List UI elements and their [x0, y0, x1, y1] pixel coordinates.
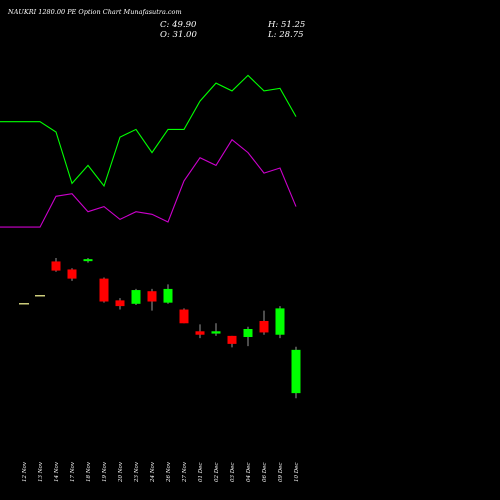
- x-tick-label: 14 Nov: [54, 461, 60, 482]
- x-tick-label: 18 Nov: [86, 461, 92, 482]
- chart-title: NAUKRI 1280.00 PE Option Chart Munafasut…: [8, 8, 182, 16]
- x-tick-label: 01 Dec: [198, 463, 204, 483]
- x-tick-label: 26 Nov: [166, 461, 172, 483]
- candle-body: [211, 331, 221, 334]
- x-tick-label: 24 Nov: [150, 461, 156, 483]
- candles: [19, 258, 301, 399]
- candle-7: [115, 298, 125, 310]
- candle-body: [147, 291, 157, 302]
- x-tick-label: 23 Nov: [134, 461, 140, 483]
- candle-body: [163, 288, 173, 303]
- overlay-lines: [0, 74, 297, 228]
- candle-body: [291, 349, 301, 394]
- candle-16: [259, 310, 269, 335]
- x-tick-label: 17 Nov: [70, 461, 76, 482]
- candle-9: [147, 288, 157, 311]
- candle-3: [51, 258, 61, 272]
- candle-body: [131, 290, 141, 304]
- candle-body: [259, 320, 269, 333]
- x-tick-label: 10 Dec: [294, 463, 300, 483]
- x-tick-label: 06 Dec: [262, 463, 268, 483]
- candle-body: [179, 309, 189, 324]
- low-value: L: 28.75: [268, 30, 304, 40]
- candle-body: [227, 335, 237, 344]
- x-tick-label: 02 Dec: [214, 463, 220, 483]
- candle-6: [99, 277, 109, 303]
- x-axis-ticks: 12 Nov 13 Nov 14 Nov 17 Nov 18 Nov 19 Nov 20 N…: [22, 461, 300, 483]
- candle-body: [51, 261, 61, 271]
- candle-body: [67, 269, 77, 279]
- x-tick-label: 27 Nov: [182, 461, 188, 483]
- candle-10: [163, 284, 173, 304]
- open-value: O: 31.00: [160, 30, 197, 40]
- overlay-line-purple: [0, 138, 297, 228]
- close-value: C: 49.90: [160, 20, 197, 30]
- x-tick-label: 09 Dec: [278, 463, 284, 483]
- candle-body: [243, 329, 253, 338]
- x-tick-label: 19 Nov: [102, 461, 108, 482]
- overlay-line-green: [0, 74, 297, 188]
- candle-body: [275, 308, 285, 335]
- high-value: H: 51.25: [268, 20, 306, 30]
- candle-13: [211, 323, 221, 336]
- candle-17: [275, 306, 285, 339]
- candle-body: [99, 278, 109, 302]
- x-tick-label: 04 Dec: [246, 463, 252, 483]
- x-tick-label: 12 Nov: [22, 461, 28, 482]
- candle-body: [115, 300, 125, 307]
- candle-body: [195, 331, 205, 335]
- x-tick-label: 13 Nov: [38, 461, 44, 482]
- x-tick-label: 20 Nov: [118, 461, 124, 483]
- candle-4: [67, 268, 77, 281]
- candle-14: [227, 335, 237, 348]
- candle-body: [83, 259, 93, 262]
- candle-11: [179, 308, 189, 324]
- candle-8: [131, 288, 141, 305]
- candle-15: [243, 326, 253, 347]
- candle-5: [83, 258, 93, 263]
- candle-12: [195, 324, 205, 339]
- candle-18: [291, 346, 301, 399]
- x-tick-label: 03 Dec: [230, 463, 236, 483]
